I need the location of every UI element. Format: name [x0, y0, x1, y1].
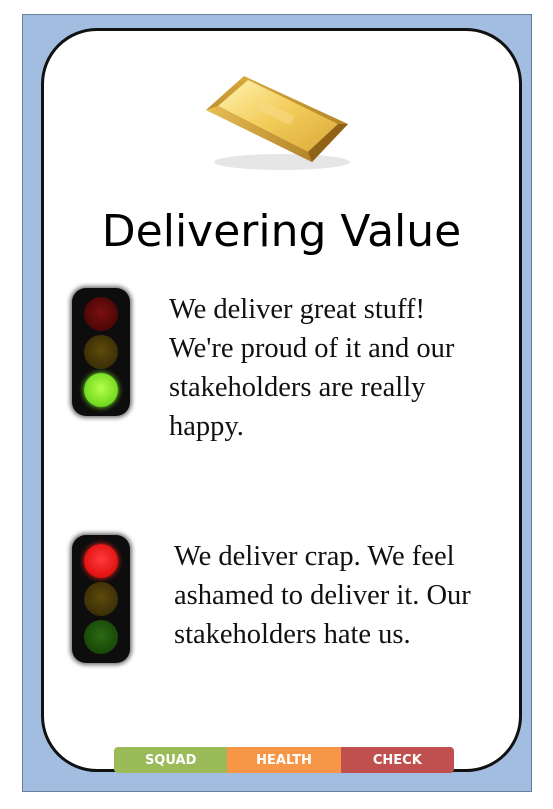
- bad-state-description: We deliver crap. We feel ashamed to deli…: [174, 541, 471, 650]
- traffic-light-green-icon: [72, 288, 130, 416]
- amber-bulb-off: [84, 335, 118, 369]
- footer-squad: SQUAD: [114, 747, 228, 773]
- footer-health: HEALTH: [227, 747, 341, 773]
- green-bulb-off: [84, 620, 118, 654]
- footer-brand-bar: SQUAD HEALTH CHECK: [114, 747, 454, 773]
- red-bulb-off: [84, 297, 118, 331]
- red-bulb-on: [84, 544, 118, 578]
- traffic-light-red-icon: [72, 535, 130, 663]
- card-title: Delivering Value: [101, 206, 462, 257]
- footer-check: CHECK: [340, 747, 454, 773]
- good-state-description: We deliver great stuff! We're proud of i…: [169, 294, 455, 442]
- green-bulb-on: [84, 373, 118, 407]
- gold-bar-icon: [206, 76, 350, 170]
- amber-bulb-off: [84, 582, 118, 616]
